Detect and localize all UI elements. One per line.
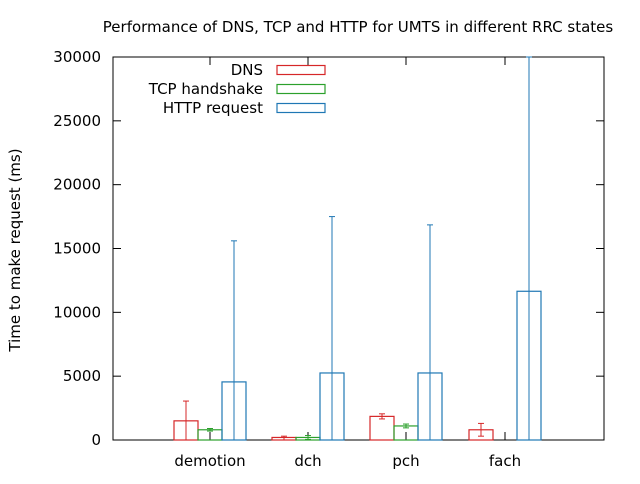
y-tick-label: 10000 [53,303,101,321]
legend-swatch [276,102,326,114]
legend-label: HTTP request [163,99,263,117]
y-tick-label: 25000 [53,112,101,130]
y-tick-label: 5000 [63,367,101,385]
y-axis-label: Time to make request (ms) [6,148,24,352]
y-tick-label: 20000 [53,176,101,194]
legend-swatch [276,64,326,76]
legend-label: TCP handshake [148,80,263,98]
y-tick-label: 0 [91,431,101,449]
legend-label: DNS [231,61,263,79]
x-tick-label: demotion [174,452,245,470]
bar-dns [369,415,395,441]
plot-area: 0 5000 10000 15000 20000 25000 30000 demotion dc… [53,48,605,470]
y-tick-label: 30000 [53,48,101,66]
x-tick-label: fach [489,452,521,470]
chart-title: Performance of DNS, TCP and HTTP for UMT… [103,18,614,36]
x-tick-label: pch [392,452,419,470]
y-tick-label: 15000 [53,240,101,258]
legend-swatch [276,83,326,95]
x-tick-label: dch [294,452,321,470]
